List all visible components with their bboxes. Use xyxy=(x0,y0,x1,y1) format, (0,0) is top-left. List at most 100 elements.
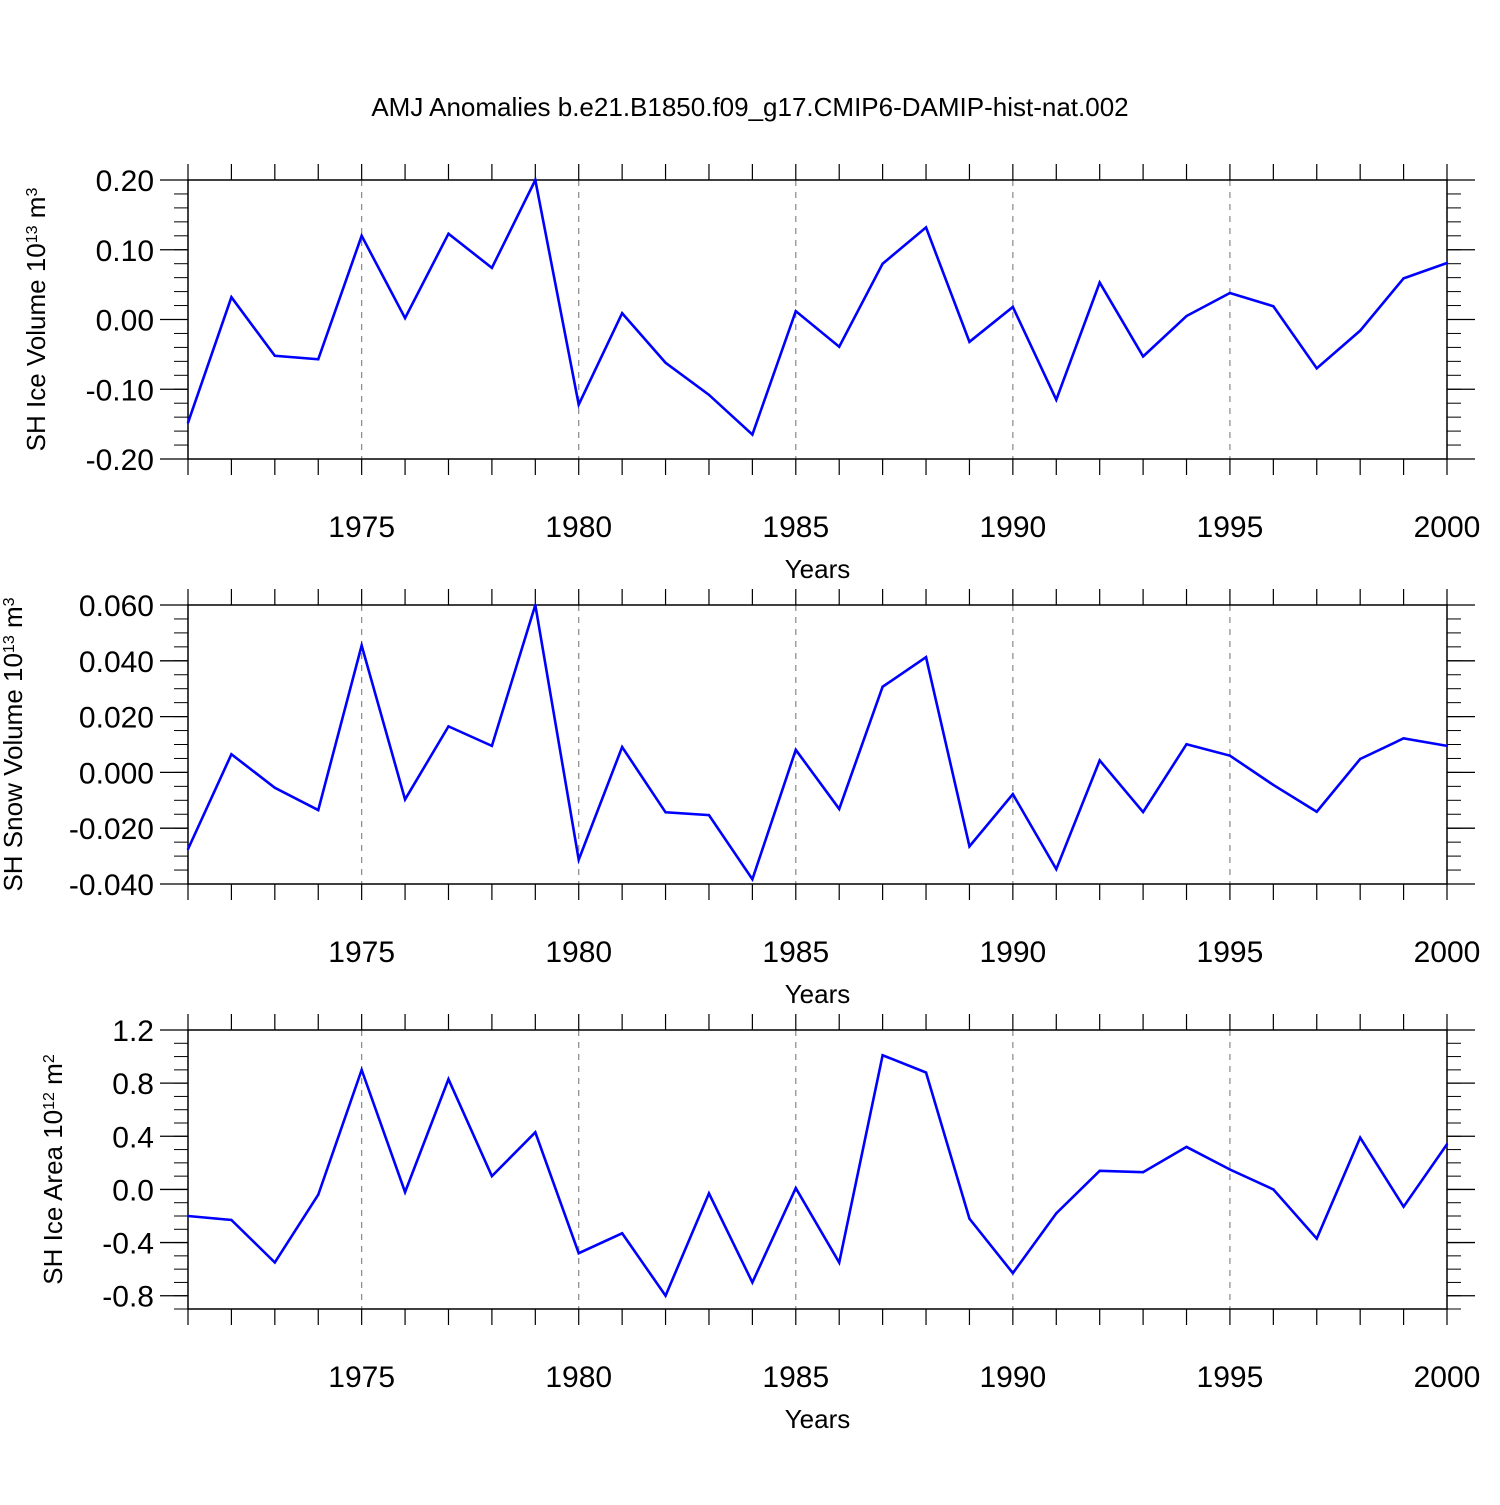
data-point xyxy=(1011,305,1015,309)
data-point xyxy=(1055,398,1058,401)
data-point xyxy=(1055,868,1058,871)
data-point xyxy=(273,1261,277,1264)
data-point xyxy=(186,421,190,424)
data-point xyxy=(1185,314,1188,318)
y-axis-title-superscript: 13 xyxy=(1,635,18,653)
y-axis-title-part: m xyxy=(0,606,28,635)
data-point xyxy=(881,1054,884,1057)
x-tick-label: 1980 xyxy=(545,511,612,544)
x-tick-label: 1975 xyxy=(328,511,395,544)
data-point xyxy=(838,807,841,811)
data-point xyxy=(1402,737,1405,740)
data-point xyxy=(360,1068,363,1072)
data-point xyxy=(317,358,320,361)
data-point xyxy=(1272,1188,1275,1191)
data-point xyxy=(360,234,363,237)
y-axis-title-superscript: 3 xyxy=(24,188,41,197)
data-point xyxy=(1272,305,1275,308)
data-point xyxy=(447,1077,450,1081)
x-tick-label: 2000 xyxy=(1414,1361,1481,1394)
plot-frame xyxy=(187,604,1448,885)
x-tick-label: 1975 xyxy=(328,936,395,969)
data-point xyxy=(1141,810,1145,814)
data-point xyxy=(230,1218,233,1222)
y-tick-label: 0.20 xyxy=(96,165,154,198)
data-point xyxy=(317,1193,320,1196)
x-tick-label: 2000 xyxy=(1414,936,1481,969)
data-point xyxy=(490,1174,494,1178)
data-point xyxy=(1358,757,1362,761)
data-point xyxy=(1098,759,1101,762)
series-line xyxy=(187,1053,1449,1299)
data-point xyxy=(881,685,884,688)
data-point xyxy=(751,878,754,881)
series-line xyxy=(186,604,1448,883)
data-point xyxy=(186,1214,190,1218)
y-axis-title: SH Ice Volume 1013 m3 xyxy=(21,188,51,452)
data-point xyxy=(924,655,928,659)
data-point xyxy=(273,786,277,789)
y-tick-label: 0.020 xyxy=(79,702,154,735)
data-point xyxy=(1315,810,1318,813)
data-point xyxy=(534,178,537,182)
data-point xyxy=(620,312,624,315)
y-axis-title-part: SH Ice Area 10 xyxy=(38,1110,68,1285)
data-point xyxy=(751,1281,754,1284)
x-tick-label: 1985 xyxy=(762,1361,829,1394)
y-tick-label: 0.4 xyxy=(112,1121,154,1154)
x-tick-label: 2000 xyxy=(1414,511,1481,544)
x-tick-label: 1990 xyxy=(979,511,1046,544)
x-tick-label: 1975 xyxy=(328,1361,395,1394)
data-point xyxy=(230,295,233,299)
data-point xyxy=(968,340,971,344)
data-point xyxy=(1228,1168,1232,1171)
data-point xyxy=(1402,277,1405,280)
panel-2: -0.040 -0.020 0.000 0.020 0.040 0.060 1975 1980… xyxy=(0,589,1480,1009)
x-tick-label: 1990 xyxy=(979,936,1046,969)
data-point xyxy=(1011,792,1015,796)
data-point xyxy=(794,748,797,752)
y-tick-label: -0.20 xyxy=(86,444,154,477)
y-axis-title-part: m xyxy=(38,1063,68,1092)
data-point xyxy=(1098,281,1101,284)
data-point xyxy=(534,603,537,607)
y-tick-label: -0.10 xyxy=(86,374,154,407)
y-axis-title-superscript: 3 xyxy=(1,597,18,606)
chart-title: AMJ Anomalies b.e21.B1850.f09_g17.CMIP6-… xyxy=(371,92,1128,122)
data-point xyxy=(664,361,667,364)
data-point xyxy=(577,858,580,861)
plot-frame xyxy=(187,1029,1448,1310)
data-point xyxy=(490,266,494,270)
y-tick-label: 0.000 xyxy=(79,757,154,790)
y-axis-title: SH Snow Volume 1013 m3 xyxy=(0,597,28,891)
data-point xyxy=(968,1217,971,1220)
data-point xyxy=(751,433,754,436)
data-point xyxy=(490,744,494,748)
data-point xyxy=(881,262,884,265)
data-point xyxy=(1185,743,1188,746)
x-tick-label: 1985 xyxy=(762,936,829,969)
y-axis-title-part: m xyxy=(21,197,51,226)
data-point xyxy=(1055,1212,1058,1215)
data-point xyxy=(1445,261,1449,265)
data-point xyxy=(447,232,450,235)
y-axis-title-part: SH Snow Volume 10 xyxy=(0,653,28,891)
x-tick-label: 1990 xyxy=(979,1361,1046,1394)
data-point xyxy=(447,725,450,728)
data-point xyxy=(1358,329,1362,332)
data-point xyxy=(1315,367,1318,370)
y-axis-title-part: SH Ice Volume 10 xyxy=(21,243,51,451)
x-axis-title: Years xyxy=(785,979,851,1009)
x-tick-label: 1980 xyxy=(545,936,612,969)
plot-frame xyxy=(187,179,1448,460)
data-point xyxy=(1402,1205,1405,1208)
data-point xyxy=(403,316,407,320)
y-tick-label: -0.040 xyxy=(69,869,154,902)
data-point xyxy=(1228,754,1232,757)
x-axis-title: Years xyxy=(785,1404,851,1434)
data-point xyxy=(794,1186,797,1190)
data-point xyxy=(1272,783,1275,787)
y-tick-label: 0.10 xyxy=(96,235,154,268)
